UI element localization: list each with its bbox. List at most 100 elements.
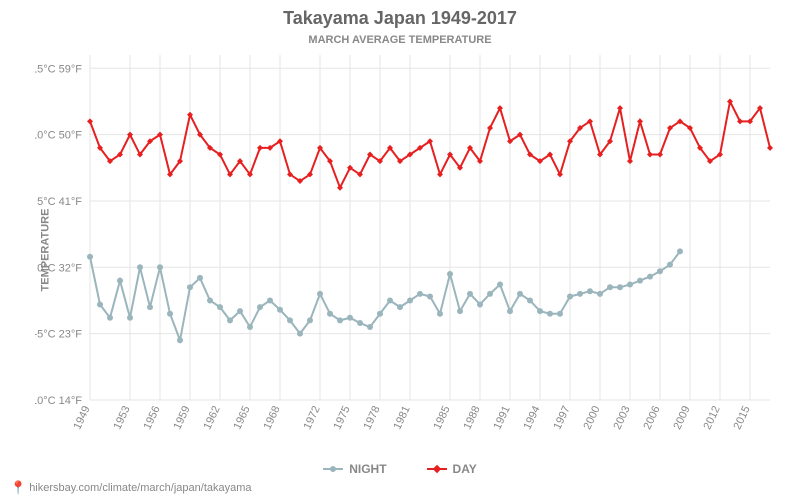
legend-swatch-day — [427, 468, 447, 470]
x-tick-label: 1959 — [171, 404, 192, 431]
marker-night — [537, 308, 543, 314]
marker-night — [457, 308, 463, 314]
x-tick-label: 1997 — [551, 404, 572, 431]
y-tick-label: 10°C 50°F — [35, 130, 82, 142]
marker-night — [357, 320, 363, 326]
marker-night — [127, 315, 133, 321]
marker-night — [327, 311, 333, 317]
marker-night — [197, 275, 203, 281]
chart-container: Takayama Japan 1949-2017 March average t… — [0, 0, 800, 500]
marker-night — [387, 297, 393, 303]
x-tick-label: 1978 — [361, 404, 382, 431]
marker-night — [187, 284, 193, 290]
x-tick-label: 1981 — [391, 404, 412, 431]
marker-night — [157, 264, 163, 270]
x-tick-label: 1953 — [111, 404, 132, 431]
marker-night — [647, 274, 653, 280]
marker-night — [407, 297, 413, 303]
x-tick-label: 1985 — [431, 404, 452, 431]
marker-night — [447, 271, 453, 277]
marker-night — [97, 301, 103, 307]
marker-night — [287, 317, 293, 323]
marker-night — [87, 254, 93, 260]
marker-night — [317, 291, 323, 297]
marker-night — [177, 337, 183, 343]
marker-night — [487, 291, 493, 297]
marker-night — [427, 294, 433, 300]
marker-night — [207, 297, 213, 303]
marker-night — [627, 282, 633, 288]
marker-night — [277, 307, 283, 313]
y-tick-label: -5°C 23°F — [35, 329, 82, 341]
x-tick-label: 1968 — [261, 404, 282, 431]
marker-night — [667, 262, 673, 268]
y-tick-label: -10°C 14°F — [35, 395, 82, 407]
chart-title: Takayama Japan 1949-2017 — [0, 8, 800, 29]
y-tick-label: 0°C 32°F — [37, 262, 82, 274]
x-tick-label: 1965 — [231, 404, 252, 431]
marker-night — [527, 297, 533, 303]
x-tick-label: 2012 — [701, 404, 722, 431]
chart-subtitle: March average temperature — [0, 34, 800, 46]
marker-day — [637, 118, 643, 124]
marker-day — [87, 118, 93, 124]
marker-day — [627, 158, 633, 164]
marker-night — [577, 291, 583, 297]
x-tick-label: 1991 — [491, 404, 512, 431]
marker-night — [237, 308, 243, 314]
marker-night — [637, 278, 643, 284]
marker-night — [507, 308, 513, 314]
marker-night — [107, 315, 113, 321]
marker-night — [307, 317, 313, 323]
marker-night — [657, 268, 663, 274]
marker-night — [547, 311, 553, 317]
marker-night — [467, 291, 473, 297]
marker-night — [257, 304, 263, 310]
marker-night — [437, 311, 443, 317]
marker-night — [337, 317, 343, 323]
marker-night — [227, 317, 233, 323]
marker-night — [567, 294, 573, 300]
marker-day — [657, 152, 663, 158]
marker-night — [417, 291, 423, 297]
marker-day — [257, 145, 263, 151]
x-tick-label: 1975 — [331, 404, 352, 431]
legend-item-day: DAY — [427, 462, 477, 476]
marker-night — [367, 324, 373, 330]
marker-night — [217, 304, 223, 310]
series-line-night — [90, 251, 680, 340]
legend-swatch-night — [323, 468, 343, 470]
marker-night — [617, 284, 623, 290]
marker-day — [647, 152, 653, 158]
marker-night — [247, 324, 253, 330]
legend-item-night: NIGHT — [323, 462, 386, 476]
marker-day — [617, 105, 623, 111]
y-tick-label: 15°C 59°F — [35, 63, 82, 75]
marker-night — [597, 291, 603, 297]
marker-night — [167, 311, 173, 317]
attribution-text: hikersbay.com/climate/march/japan/takaya… — [29, 482, 251, 494]
marker-night — [557, 311, 563, 317]
x-tick-label: 2015 — [731, 404, 752, 431]
x-tick-label: 2000 — [581, 404, 602, 431]
x-tick-label: 1988 — [461, 404, 482, 431]
marker-night — [497, 282, 503, 288]
marker-night — [477, 301, 483, 307]
legend-label-day: DAY — [453, 462, 477, 476]
marker-night — [267, 297, 273, 303]
marker-night — [147, 304, 153, 310]
marker-night — [607, 284, 613, 290]
x-tick-label: 1956 — [141, 404, 162, 431]
y-tick-label: 5°C 41°F — [37, 196, 82, 208]
x-tick-label: 2006 — [641, 404, 662, 431]
x-tick-label: 1994 — [521, 404, 542, 431]
x-tick-label: 1962 — [201, 404, 222, 431]
x-tick-label: 1949 — [71, 404, 92, 431]
legend-label-night: NIGHT — [349, 462, 386, 476]
map-pin-icon: 📍 — [10, 480, 26, 496]
marker-night — [347, 315, 353, 321]
x-tick-label: 1972 — [301, 404, 322, 431]
marker-night — [377, 311, 383, 317]
x-tick-label: 2003 — [611, 404, 632, 431]
attribution: 📍 hikersbay.com/climate/march/japan/taka… — [10, 480, 252, 496]
